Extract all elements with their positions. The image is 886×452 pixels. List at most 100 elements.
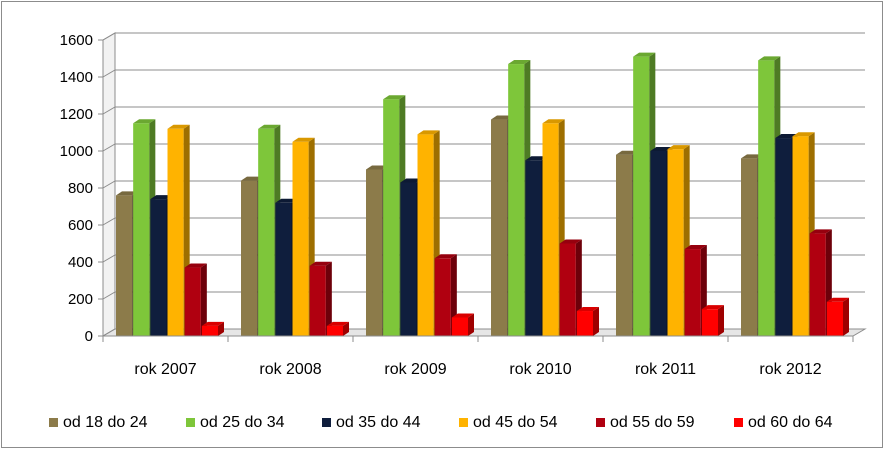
bar-side xyxy=(593,307,599,336)
bar-top xyxy=(650,147,673,151)
bar-front xyxy=(701,309,718,336)
x-tick-label: rok 2007 xyxy=(134,361,196,378)
legend-swatch xyxy=(734,418,743,427)
y-axis-ticks: 0 200 400 600 800 1000 1200 1400 1600 xyxy=(60,32,104,345)
bar-top xyxy=(309,261,332,266)
x-tick-label: rok 2011 xyxy=(635,361,696,378)
bar xyxy=(451,313,474,336)
legend-item: od 25 do 34 xyxy=(186,414,285,431)
bar-top xyxy=(400,178,423,183)
bar-front xyxy=(633,56,650,337)
bar-front xyxy=(491,119,508,336)
bar-front xyxy=(792,136,809,336)
legend-item: od 60 do 64 xyxy=(734,414,833,431)
bar-front xyxy=(826,301,843,336)
bar-top xyxy=(633,52,656,57)
legend-label: od 25 do 34 xyxy=(200,414,285,431)
bar-front xyxy=(451,317,468,336)
bar-top xyxy=(491,115,514,120)
legend-swatch xyxy=(49,418,58,427)
legend-swatch xyxy=(186,418,195,427)
bar xyxy=(309,261,332,336)
bar-top xyxy=(167,124,190,129)
gridline xyxy=(102,180,865,189)
bar-top xyxy=(275,198,298,203)
bar-top xyxy=(792,132,815,137)
bar-top xyxy=(201,321,224,326)
bar-front xyxy=(116,195,133,336)
gridline xyxy=(102,143,865,152)
bar xyxy=(576,307,599,336)
bar-front xyxy=(383,99,400,336)
legend-label: od 60 do 64 xyxy=(748,414,833,431)
bar xyxy=(184,263,207,336)
bar-top xyxy=(434,254,457,259)
bar-front xyxy=(201,325,218,336)
y-tick-label: 1600 xyxy=(60,32,93,49)
bar-front xyxy=(758,60,775,336)
bar-front xyxy=(525,160,542,336)
legend-item: od 55 do 59 xyxy=(596,414,695,431)
bar-side xyxy=(718,305,724,336)
bar-front xyxy=(417,134,434,336)
y-tick-label: 200 xyxy=(68,291,93,308)
legend-swatch xyxy=(459,418,468,427)
bar-top xyxy=(508,60,531,65)
bar-top xyxy=(241,176,264,181)
bar-front xyxy=(434,258,451,336)
bar-top xyxy=(701,305,724,310)
legend-label: od 45 do 54 xyxy=(473,414,558,431)
bar xyxy=(701,305,724,336)
bar-front xyxy=(559,243,576,336)
bar-top xyxy=(366,165,389,170)
bar-front xyxy=(292,141,309,336)
gridline xyxy=(102,69,865,78)
bar-top xyxy=(559,239,582,244)
legend-item: od 45 do 54 xyxy=(459,414,558,431)
bar-top xyxy=(383,95,406,100)
bar-front xyxy=(275,202,292,336)
bar-top xyxy=(809,229,832,234)
legend-label: od 55 do 59 xyxy=(610,414,695,431)
bar-top xyxy=(775,134,798,139)
gridline xyxy=(102,254,865,263)
legend-item: od 18 do 24 xyxy=(49,414,148,431)
bar-side xyxy=(218,321,224,336)
x-tick-label: rok 2012 xyxy=(759,361,821,378)
bar-front xyxy=(241,180,258,336)
x-axis: rok 2007 rok 2008 rok 2009 rok 2010 rok 2011… xyxy=(102,335,854,378)
bar-top xyxy=(667,145,690,150)
bar-front xyxy=(309,265,326,336)
legend-label: od 18 do 24 xyxy=(63,414,148,431)
bar-top xyxy=(684,245,707,250)
bar-top xyxy=(451,313,474,318)
bar-front xyxy=(741,158,758,336)
gridline xyxy=(102,217,865,226)
bar-front xyxy=(150,199,167,336)
bar-front xyxy=(167,128,184,336)
gridline xyxy=(102,32,865,41)
y-tick-label: 1200 xyxy=(60,106,93,123)
bar xyxy=(326,321,349,336)
legend-item: od 35 do 44 xyxy=(322,414,421,431)
bar xyxy=(826,297,849,336)
y-tick-label: 1400 xyxy=(60,69,93,86)
bar-side xyxy=(468,313,474,336)
x-tick-label: rok 2008 xyxy=(259,361,321,378)
legend-label: od 35 do 44 xyxy=(336,414,421,431)
bar-top xyxy=(326,321,349,326)
bar xyxy=(201,321,224,336)
bar-front xyxy=(400,182,417,336)
bar-top xyxy=(292,137,315,142)
gridline xyxy=(102,328,865,337)
bar-top xyxy=(616,150,639,155)
bar-front xyxy=(258,128,275,336)
bar-top xyxy=(133,119,156,124)
bar-front xyxy=(616,154,633,336)
bar-front xyxy=(576,311,593,336)
bar-top xyxy=(150,195,173,200)
bar-front xyxy=(542,123,559,336)
bar-top xyxy=(116,191,139,196)
